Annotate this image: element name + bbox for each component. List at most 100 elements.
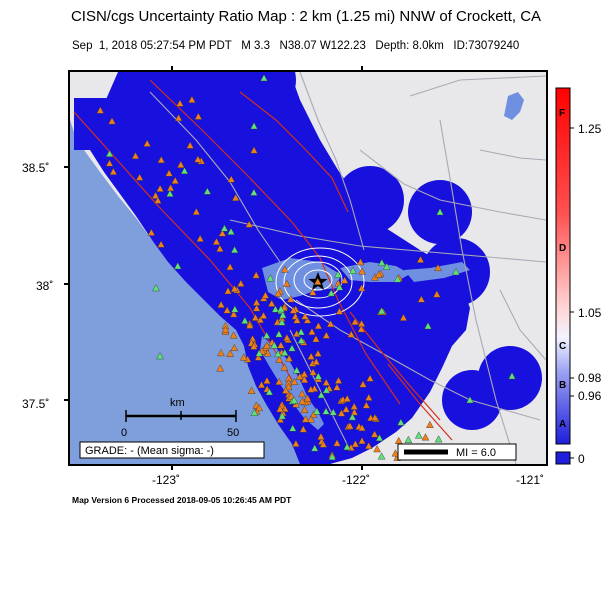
station-orange-icon [356,258,365,266]
uncertainty-contours [275,247,365,317]
station-orange-icon [157,240,165,248]
station-orange-icon [96,106,105,114]
station-orange-icon [255,403,264,412]
station-orange-icon [226,263,234,271]
station-orange-icon [274,289,283,297]
station-orange-icon [416,255,425,263]
station-green-icon [241,316,249,324]
station-orange-icon [351,317,359,325]
station-orange-icon [217,300,225,308]
station-orange-icon [108,117,116,125]
station-orange-icon [433,290,441,298]
station-orange-icon [309,368,317,376]
station-orange-icon [301,312,309,320]
station-orange-icon [252,304,261,312]
station-green-icon [348,413,357,421]
station-orange-icon [194,112,203,120]
station-orange-icon [301,415,310,423]
station-orange-icon [188,95,196,103]
station-orange-icon [417,295,426,303]
processing-footer: Map Version 6 Processed 2018-09-05 10:26… [72,495,292,505]
station-orange-icon [357,325,366,333]
station-green-icon [313,407,321,415]
station-green-icon [404,435,413,443]
colorbar-label-1-05: 1.05 [578,306,602,320]
station-green-icon [230,245,239,254]
station-green-icon [203,187,212,195]
station-orange-icon [292,439,300,447]
station-orange-icon [293,316,301,324]
station-green-icon [270,341,279,349]
station-orange-icon [245,220,254,228]
station-orange-icon [346,422,354,430]
station-orange-icon [251,313,260,321]
station-orange-icon [364,393,373,401]
station-green-icon [377,258,386,266]
station-orange-icon [391,449,400,457]
station-orange-icon [254,353,263,361]
suisun-bay [340,262,410,282]
station-orange-icon [364,441,373,450]
station-orange-icon [237,279,245,287]
station-orange-icon [151,191,160,199]
station-orange-icon [275,355,284,363]
station-green-icon [377,452,386,460]
station-green-icon [250,188,258,196]
road-5 [499,289,546,361]
calaveras-fault [349,311,441,421]
station-orange-icon [371,413,379,421]
station-green-icon [277,305,285,313]
lon-tick-123: -123˚ [152,473,180,487]
station-orange-icon [131,151,140,160]
station-orange-icon [322,331,331,339]
station-orange-icon [434,263,442,271]
station-green-icon [434,435,443,443]
station-green-icon [382,262,391,270]
lat-tick-38: 38˚ [36,279,53,293]
lat-tick-37-5: 37.5˚ [22,397,49,411]
station-green-icon [275,330,283,338]
station-orange-icon [263,376,271,384]
contour-4 [275,247,365,317]
station-green-icon [262,331,271,339]
station-green-icon [231,305,239,313]
station-orange-icon [247,386,256,394]
station-orange-icon [154,196,162,204]
station-orange-icon [194,155,202,163]
station-green-icon [180,166,189,175]
station-orange-icon [230,343,239,351]
station-green-icon [279,311,287,319]
station-green-icon [375,433,384,442]
station-green-icon [156,352,164,360]
map-body [70,72,546,464]
station-green-icon [297,336,306,344]
station-orange-icon [303,316,312,324]
station-orange-icon [286,295,295,303]
station-orange-icon [196,234,204,242]
station-orange-icon [343,394,352,402]
coverage-west-coast [74,98,110,150]
station-green-icon [452,268,460,276]
station-orange-icon [192,207,201,215]
station-orange-icon [347,330,356,338]
station-green-icon [278,318,286,326]
station-orange-icon [333,383,341,391]
station-green-icon [335,283,344,291]
station-orange-icon [358,267,366,275]
frame-ticks [64,66,363,470]
station-orange-icon [287,392,296,400]
road-12 [229,219,546,263]
station-orange-icon [307,352,315,360]
station-orange-icon [300,375,309,383]
station-orange-icon [143,139,151,147]
station-green-icon [328,452,337,461]
station-orange-icon [299,425,308,433]
station-orange-icon [362,401,371,409]
grade-letter-d: D [559,243,566,254]
station-orange-icon [307,385,315,393]
station-orange-icon [156,184,164,192]
station-green-icon [436,208,444,216]
station-green-icon [414,431,423,439]
colorbar-label-0: 0 [578,452,585,466]
grade-letter-b: B [559,380,566,391]
